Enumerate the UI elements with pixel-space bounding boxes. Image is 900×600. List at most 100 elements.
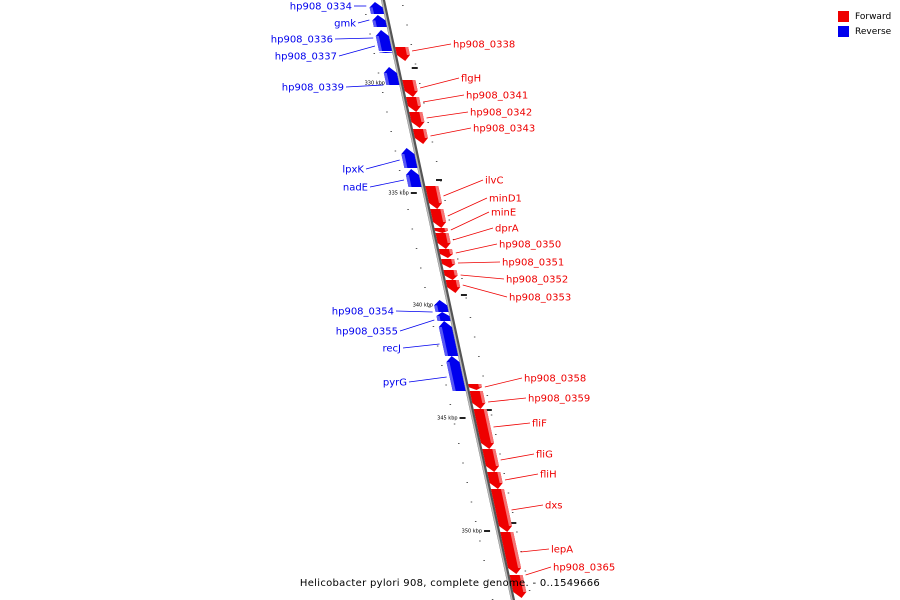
gene-highlight bbox=[500, 489, 512, 526]
gene-hp908_0337[interactable] bbox=[379, 52, 393, 53]
minor-tick bbox=[482, 375, 484, 377]
gene-ilvC[interactable] bbox=[425, 186, 442, 209]
gene-label[interactable]: flgH bbox=[461, 74, 481, 85]
gene-label[interactable]: hp908_0350 bbox=[499, 240, 561, 251]
minor-tick bbox=[381, 92, 384, 93]
gene-pyrG[interactable] bbox=[446, 356, 466, 391]
gene-hp908_0352[interactable] bbox=[443, 270, 458, 280]
gene-label[interactable]: hp908_0358 bbox=[524, 374, 586, 385]
gene-arrow bbox=[473, 409, 494, 449]
minor-tick bbox=[444, 200, 446, 201]
gene-label[interactable]: hp908_0338 bbox=[453, 40, 515, 51]
leader-line bbox=[452, 227, 494, 241]
minor-tick bbox=[415, 248, 418, 249]
gene-label[interactable]: ilvC bbox=[485, 176, 503, 187]
gene-highlight bbox=[455, 280, 461, 288]
gene-highlight bbox=[519, 575, 527, 592]
gene-fliH[interactable] bbox=[487, 472, 503, 489]
gene-minE[interactable] bbox=[434, 228, 448, 233]
leader-line bbox=[365, 159, 400, 170]
gene-hp908_0355[interactable] bbox=[436, 312, 451, 321]
minor-tick bbox=[418, 83, 421, 84]
gene-hp908_0365[interactable] bbox=[509, 575, 527, 598]
gene-label[interactable]: hp908_0365 bbox=[553, 563, 615, 574]
gene-label[interactable]: hp908_0354 bbox=[332, 307, 394, 318]
gene-minD1[interactable] bbox=[430, 209, 447, 228]
backbone-layer bbox=[380, 0, 516, 600]
gene-gmk[interactable] bbox=[372, 15, 387, 27]
minor-tick bbox=[407, 209, 409, 210]
gene-label[interactable]: pyrG bbox=[383, 378, 407, 389]
gene-hp908_0334[interactable] bbox=[369, 2, 385, 14]
gene-label[interactable]: lpxK bbox=[342, 165, 364, 176]
gene-label[interactable]: hp908_0359 bbox=[528, 394, 590, 405]
gene-hp908_0359[interactable] bbox=[469, 391, 486, 409]
minor-tick bbox=[503, 473, 505, 474]
gene-highlight bbox=[435, 186, 442, 203]
gene-label[interactable]: fliF bbox=[532, 419, 547, 430]
minor-tick bbox=[398, 170, 401, 171]
gene-label[interactable]: hp908_0339 bbox=[282, 83, 344, 94]
major-tick bbox=[411, 67, 418, 69]
gene-hp908_0343[interactable] bbox=[412, 129, 428, 144]
gene-fliF[interactable] bbox=[473, 409, 494, 449]
gene-label[interactable]: recJ bbox=[383, 344, 402, 355]
gene-label[interactable]: hp908_0351 bbox=[502, 258, 564, 269]
leader-line bbox=[525, 566, 552, 576]
minor-tick bbox=[406, 24, 408, 26]
gene-label[interactable]: hp908_0341 bbox=[466, 91, 528, 102]
minor-tick bbox=[457, 258, 459, 260]
gene-label[interactable]: fliG bbox=[536, 450, 553, 461]
minor-tick bbox=[487, 579, 490, 581]
gene-label[interactable]: minE bbox=[491, 208, 516, 219]
gene-label[interactable]: fliH bbox=[540, 470, 557, 481]
gene-dxs[interactable] bbox=[490, 489, 512, 532]
leader-line bbox=[500, 453, 535, 461]
gene-dprA[interactable] bbox=[435, 233, 451, 249]
gene-highlight bbox=[440, 209, 447, 222]
minor-tick bbox=[420, 267, 422, 269]
gene-hp908_0351[interactable] bbox=[441, 259, 456, 268]
gene-arrow bbox=[468, 384, 482, 390]
gene-label[interactable]: dxs bbox=[545, 501, 562, 512]
gene-label[interactable]: hp908_0334 bbox=[290, 2, 352, 13]
kbp-label: 340 kbp bbox=[413, 303, 433, 309]
gene-hp908_0336[interactable] bbox=[375, 30, 393, 51]
gene-hp908_0353[interactable] bbox=[445, 280, 461, 293]
gene-label[interactable]: dprA bbox=[495, 224, 519, 235]
gene-label[interactable]: hp908_0352 bbox=[506, 275, 568, 286]
kbp-tick bbox=[484, 530, 491, 532]
gene-label[interactable]: minD1 bbox=[489, 194, 522, 205]
gene-highlight bbox=[479, 391, 486, 403]
gene-hp908_0338[interactable] bbox=[395, 47, 410, 61]
gene-hp908_0358[interactable] bbox=[468, 384, 482, 390]
gene-label[interactable]: hp908_0353 bbox=[509, 293, 571, 304]
gene-hp908_0342[interactable] bbox=[409, 112, 425, 128]
gene-label[interactable]: hp908_0342 bbox=[470, 108, 532, 119]
minor-tick bbox=[369, 33, 371, 35]
gene-lepA[interactable] bbox=[500, 532, 522, 574]
leader-line bbox=[419, 77, 460, 89]
gene-nadE[interactable] bbox=[405, 169, 422, 187]
gene-fliG[interactable] bbox=[482, 449, 499, 472]
gene-hp908_0354[interactable] bbox=[434, 300, 449, 312]
gene-label[interactable]: gmk bbox=[334, 19, 356, 30]
gene-label[interactable]: hp908_0336 bbox=[271, 35, 333, 46]
gene-label[interactable]: nadE bbox=[343, 183, 368, 194]
gene-flgH[interactable] bbox=[402, 80, 418, 97]
gene-label[interactable]: hp908_0355 bbox=[336, 327, 398, 338]
minor-tick bbox=[473, 336, 476, 338]
gene-label[interactable]: hp908_0343 bbox=[473, 124, 535, 135]
gene-hp908_0339[interactable] bbox=[383, 67, 400, 85]
gene-hp908_0350[interactable] bbox=[438, 249, 454, 258]
gene-label[interactable]: hp908_0337 bbox=[275, 52, 337, 63]
minor-tick bbox=[516, 531, 518, 533]
gene-hp908_0341[interactable] bbox=[406, 97, 421, 112]
gene-recJ[interactable] bbox=[438, 321, 459, 356]
gene-label[interactable]: lepA bbox=[551, 545, 573, 556]
gene-highlight bbox=[497, 472, 503, 483]
gene-lpxK[interactable] bbox=[401, 148, 418, 168]
minor-tick bbox=[466, 482, 468, 483]
leader-line bbox=[460, 274, 505, 280]
